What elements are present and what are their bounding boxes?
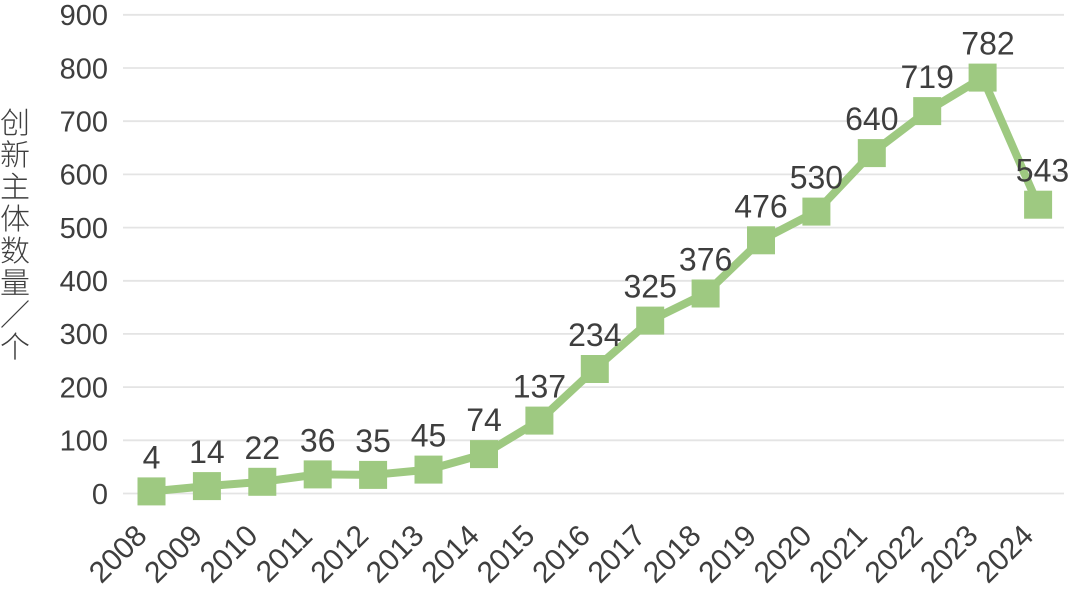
svg-text:2015: 2015 xyxy=(471,519,542,590)
svg-text:2014: 2014 xyxy=(416,519,487,590)
svg-text:2017: 2017 xyxy=(582,519,653,590)
svg-text:500: 500 xyxy=(60,213,108,245)
svg-text:100: 100 xyxy=(60,426,108,458)
svg-text:2018: 2018 xyxy=(637,519,708,590)
svg-text:14: 14 xyxy=(189,434,225,470)
svg-text:137: 137 xyxy=(513,369,566,405)
svg-text:600: 600 xyxy=(60,160,108,192)
svg-text:376: 376 xyxy=(679,242,732,278)
svg-text:2011: 2011 xyxy=(250,520,319,589)
svg-text:2020: 2020 xyxy=(748,519,819,590)
svg-text:234: 234 xyxy=(568,317,621,353)
svg-text:2012: 2012 xyxy=(305,519,376,590)
svg-text:2023: 2023 xyxy=(914,519,985,590)
svg-text:2016: 2016 xyxy=(526,519,597,590)
svg-text:900: 900 xyxy=(60,0,108,32)
svg-text:2024: 2024 xyxy=(970,519,1041,590)
svg-text:2021: 2021 xyxy=(803,519,874,590)
svg-text:719: 719 xyxy=(901,59,954,95)
svg-text:640: 640 xyxy=(845,101,898,137)
svg-text:2013: 2013 xyxy=(360,519,431,590)
svg-text:800: 800 xyxy=(60,53,108,85)
svg-text:74: 74 xyxy=(466,402,502,438)
svg-text:2022: 2022 xyxy=(859,519,930,590)
svg-text:476: 476 xyxy=(734,188,787,224)
svg-text:36: 36 xyxy=(300,422,336,458)
svg-text:2010: 2010 xyxy=(194,519,265,590)
svg-text:325: 325 xyxy=(624,269,677,305)
svg-text:700: 700 xyxy=(60,107,108,139)
svg-text:4: 4 xyxy=(143,439,161,475)
svg-text:200: 200 xyxy=(60,372,108,404)
svg-text:2009: 2009 xyxy=(138,519,209,590)
svg-text:543: 543 xyxy=(1016,153,1069,189)
svg-text:2019: 2019 xyxy=(693,519,764,590)
svg-text:530: 530 xyxy=(790,160,843,196)
svg-text:35: 35 xyxy=(355,423,391,459)
svg-text:782: 782 xyxy=(961,26,1014,62)
svg-text:45: 45 xyxy=(411,418,447,454)
svg-text:22: 22 xyxy=(245,430,281,466)
svg-text:2008: 2008 xyxy=(83,519,154,590)
svg-text:300: 300 xyxy=(60,319,108,351)
svg-text:0: 0 xyxy=(92,479,108,511)
svg-text:400: 400 xyxy=(60,266,108,298)
